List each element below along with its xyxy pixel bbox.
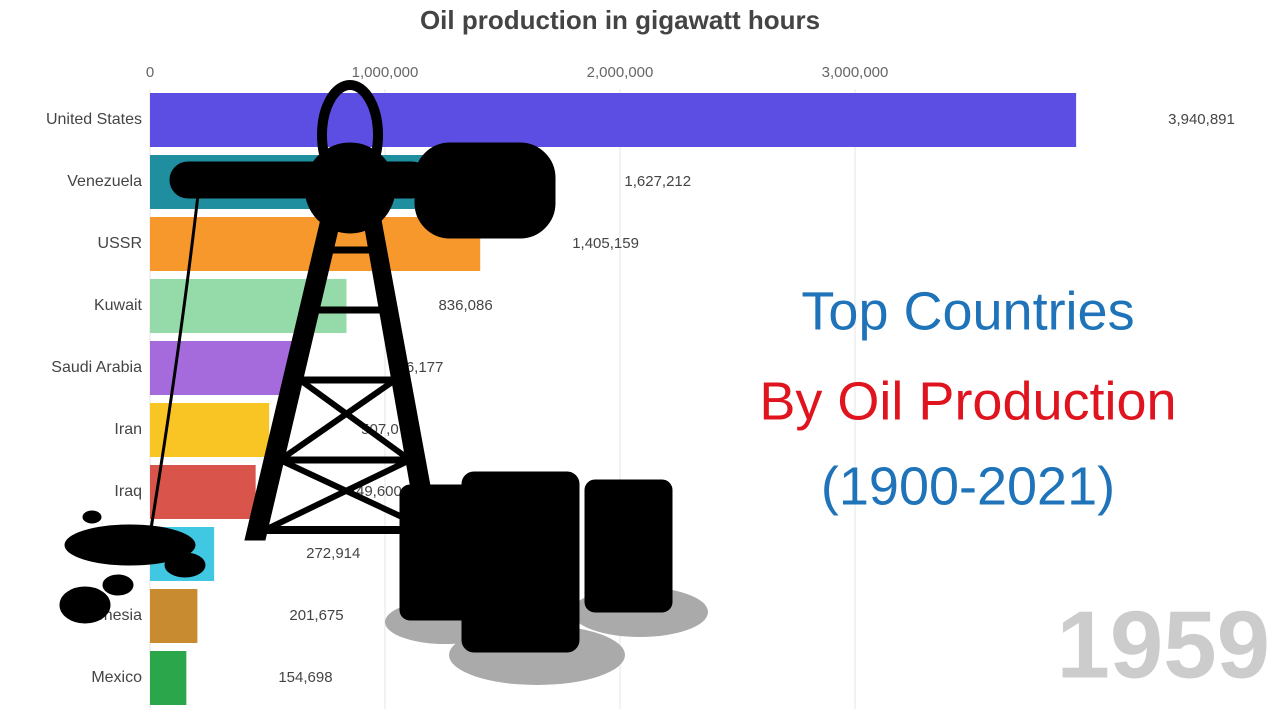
overlay-line3: (1900-2021) bbox=[821, 456, 1115, 516]
year-label: 1959 bbox=[1056, 591, 1270, 698]
x-tick-label: 0 bbox=[146, 64, 154, 81]
y-tick-label: Venezuela bbox=[67, 173, 142, 190]
bar bbox=[150, 589, 198, 643]
y-tick-label: USSR bbox=[98, 235, 142, 252]
value-label: 836,086 bbox=[438, 297, 492, 314]
value-label: 1,405,159 bbox=[572, 235, 639, 252]
x-tick-label: 1,000,000 bbox=[352, 64, 419, 81]
overlay-line1: Top Countries bbox=[801, 281, 1134, 341]
y-tick-label: Iran bbox=[114, 421, 142, 438]
chart-title: Oil production in gigawatt hours bbox=[420, 5, 820, 35]
y-tick-label: Kuwait bbox=[94, 297, 143, 314]
x-tick-label: 2,000,000 bbox=[587, 64, 654, 81]
value-label: 201,675 bbox=[289, 607, 343, 624]
x-tick-label: 3,000,000 bbox=[822, 64, 889, 81]
value-label: 154,698 bbox=[278, 669, 332, 686]
y-tick-label: Mexico bbox=[91, 669, 142, 686]
oil-rig-illustration bbox=[59, 80, 708, 685]
bar bbox=[150, 651, 187, 705]
bar bbox=[150, 93, 1077, 147]
value-label: 272,914 bbox=[306, 545, 360, 562]
overlay-line2: By Oil Production bbox=[759, 371, 1176, 431]
value-label: 3,940,891 bbox=[1168, 111, 1235, 128]
y-tick-label: United States bbox=[46, 111, 142, 128]
bar bbox=[150, 465, 256, 519]
y-tick-label: Iraq bbox=[114, 483, 142, 500]
y-tick-label: Saudi Arabia bbox=[51, 359, 142, 376]
value-label: 1,627,212 bbox=[624, 173, 691, 190]
